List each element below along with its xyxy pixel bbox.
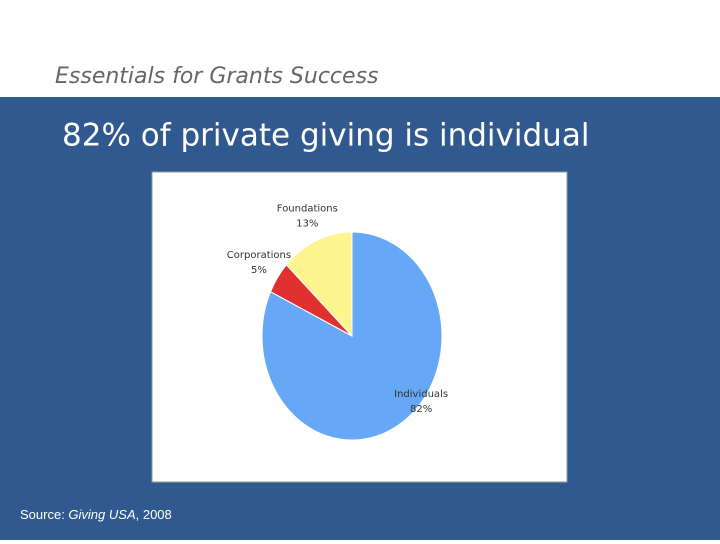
pie-slice (285, 231, 353, 338)
slice-label: Corporations (227, 250, 291, 261)
slice-value-label: 82% (410, 404, 432, 415)
source-prefix: Source: (20, 507, 68, 522)
header-band (0, 0, 720, 97)
header: Essentials for Grants Success (55, 64, 379, 89)
source-suffix: , 2008 (136, 507, 172, 522)
slide-title: 82% of private giving is individual (62, 118, 589, 154)
slice-value-label: 5% (251, 265, 267, 276)
source: Source: Giving USA, 2008 (20, 507, 172, 522)
slice-label: Individuals (394, 389, 448, 400)
slice-label: Foundations (277, 204, 338, 215)
slice-value-label: 13% (296, 219, 318, 230)
source-italic: Giving USA (68, 507, 135, 522)
